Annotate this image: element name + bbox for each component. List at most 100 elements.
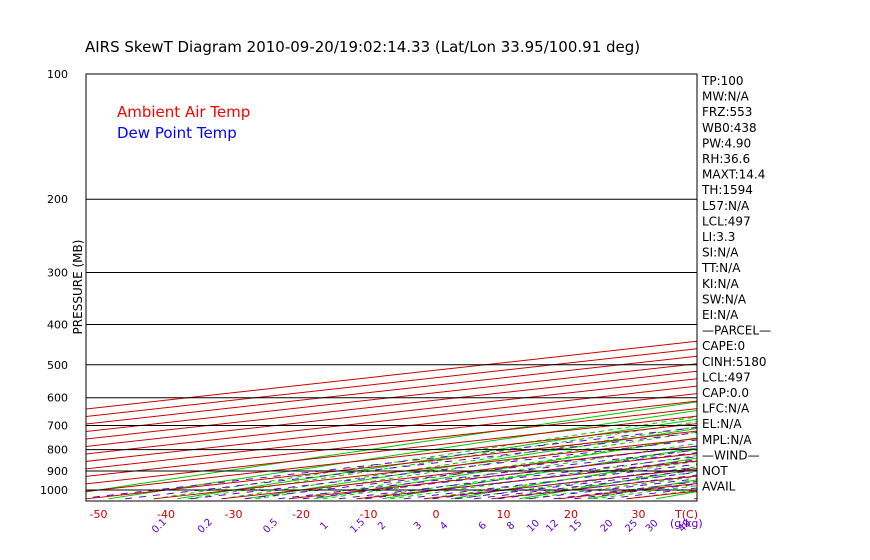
pressure-tick-label: 1000: [40, 484, 68, 497]
pressure-tick-label: 800: [47, 444, 68, 457]
chart-title: AIRS SkewT Diagram 2010-09-20/19:02:14.3…: [85, 38, 640, 56]
index-item: PW:4.90: [702, 136, 751, 150]
pressure-tick-label: 200: [47, 193, 68, 206]
mixing-ratio-tick: 0.5: [261, 517, 280, 536]
index-item: LCL:497: [702, 214, 751, 228]
isotherm: [86, 370, 697, 440]
mixing-ratio-tick: 10: [525, 518, 542, 535]
bottom-temp-tick: 10: [497, 508, 511, 521]
pressure-tick-label: 900: [47, 465, 68, 478]
isotherm: [86, 378, 697, 447]
moist-adiabat: [221, 426, 697, 500]
index-item: SW:N/A: [702, 292, 747, 306]
legend-dew-point-temp: Dew Point Temp: [117, 124, 237, 142]
bottom-temp-tick: -20: [292, 508, 310, 521]
index-item: WB0:438: [702, 121, 757, 135]
pressure-tick-label: 600: [47, 392, 68, 405]
index-item: LFC:N/A: [702, 402, 750, 416]
isotherm: [86, 393, 697, 462]
index-item: —WIND—: [702, 448, 760, 462]
index-item: EI:N/A: [702, 308, 739, 322]
moist-adiabat: [153, 416, 697, 500]
mixing-ratio-tick: 6: [477, 520, 489, 532]
dry-adiabat: [86, 401, 697, 493]
bottom-temp-tick: 0: [433, 508, 440, 521]
isotherm: [86, 385, 697, 455]
pressure-tick-label: 700: [47, 420, 68, 433]
mixing-ratio-tick: 12: [544, 518, 561, 535]
mixing-ratio-line: [278, 449, 697, 500]
bottom-temp-tick: -50: [90, 508, 108, 521]
mixing-ratio-line: [190, 439, 697, 500]
index-item: TP:100: [701, 74, 744, 88]
isotherm: [86, 363, 697, 432]
dry-adiabat: [519, 468, 697, 500]
index-item: MPL:N/A: [702, 433, 752, 447]
mixing-ratio-line: [244, 445, 697, 500]
mixing-ratio-tick: 8: [505, 520, 517, 532]
mixing-ratio-tick: 4: [438, 520, 450, 532]
pressure-tick-label: 100: [47, 68, 68, 81]
mixing-ratio-tick: 0.2: [196, 517, 215, 536]
index-item: FRZ:553: [702, 105, 752, 119]
bottom-temp-tick: -40: [157, 508, 175, 521]
moist-adiabat: [491, 471, 697, 500]
bottom-temp-tick: 30: [632, 508, 646, 521]
isotherm: [288, 453, 697, 500]
legend-ambient-air-temp: Ambient Air Temp: [117, 103, 250, 121]
dry-adiabat: [793, 65, 870, 499]
index-item: LCL:497: [702, 370, 751, 384]
moist-adiabat: [423, 460, 697, 500]
dry-adiabat: [313, 437, 697, 500]
dry-adiabat: [108, 409, 697, 500]
index-item: KI:N/A: [702, 277, 739, 291]
pressure-tick-label: 400: [47, 318, 68, 331]
index-item: LI:3.3: [702, 230, 735, 244]
isotherm: [86, 408, 697, 477]
index-item: AVAIL: [702, 480, 736, 494]
mixing-ratio-tick: 20: [599, 518, 616, 535]
moist-adiabat: [288, 437, 697, 500]
index-item: TT:N/A: [701, 261, 741, 275]
mixing-ratio-tick: 2: [376, 520, 388, 532]
index-item: NOT: [702, 464, 728, 478]
x-axis-label: T(C): [674, 508, 698, 521]
moist-adiabat: [255, 431, 697, 500]
index-item: MAXT:14.4: [702, 168, 765, 182]
mixing-ratio-tick: 1: [318, 520, 330, 532]
mixing-ratio-line: [403, 463, 697, 500]
bottom-temp-tick: -30: [225, 508, 243, 521]
index-item: SI:N/A: [702, 246, 739, 260]
index-item: CINH:5180: [702, 355, 767, 369]
index-item: MW:N/A: [702, 90, 750, 104]
isotherm: [423, 468, 697, 500]
index-item: EL:N/A: [702, 417, 742, 431]
background-grid: [86, 65, 870, 500]
index-item: L57:N/A: [702, 199, 750, 213]
isotherm: [86, 415, 697, 485]
isotherm: [221, 445, 697, 500]
y-axis-label: PRESSURE (MB): [71, 240, 85, 335]
isotherm: [86, 423, 697, 492]
mixing-ratio-line: [528, 478, 697, 500]
dry-adiabat: [862, 65, 870, 499]
isotherm: [491, 475, 697, 500]
isobars: [85, 73, 698, 502]
mixing-ratio-unit-label: (g/kg): [670, 517, 703, 530]
isotherm: [356, 460, 697, 500]
moist-adiabat: [356, 449, 697, 500]
plot-frame: [85, 73, 698, 502]
bottom-temp-tick: -10: [360, 508, 378, 521]
pressure-tick-label: 500: [47, 359, 68, 372]
index-item: RH:36.6: [702, 152, 750, 166]
index-item: CAPE:0: [702, 339, 745, 353]
isotherm: [153, 438, 697, 500]
isotherm: [86, 400, 697, 470]
index-item: TH:1594: [701, 183, 753, 197]
dry-adiabat: [382, 447, 697, 500]
mixing-ratio-tick: 30: [644, 518, 661, 535]
dry-adiabat: [177, 418, 697, 500]
mixing-ratio-line: [365, 459, 697, 500]
bottom-temp-tick: 20: [564, 508, 578, 521]
